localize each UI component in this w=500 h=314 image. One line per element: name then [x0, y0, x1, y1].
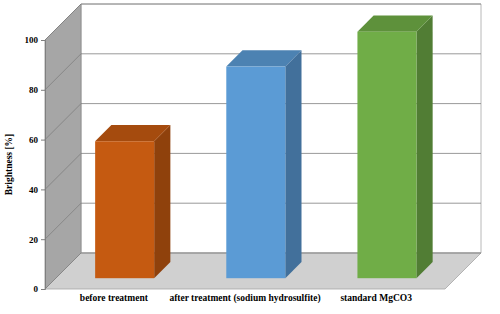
tick-label: 60 — [29, 135, 39, 145]
side-wall — [45, 4, 81, 289]
tick: 0 — [34, 284, 46, 294]
tick-label: 0 — [34, 284, 39, 294]
y-axis-title: Brightness [%] — [4, 134, 14, 196]
tick-label: 40 — [29, 185, 39, 195]
tick: 20 — [29, 235, 45, 245]
tick: 40 — [29, 185, 45, 195]
tick: 100 — [25, 35, 46, 45]
axis-line — [41, 41, 46, 290]
plot-area — [95, 15, 433, 278]
bar — [357, 32, 416, 279]
bar — [226, 67, 285, 279]
bar-side — [154, 125, 170, 278]
y-axis: 0 20 40 60 80 100 — [25, 35, 46, 294]
tick-mark — [41, 140, 45, 141]
bar-top — [357, 15, 432, 31]
tick-mark — [41, 90, 45, 91]
bar — [95, 141, 154, 278]
tick-label: standard MgCO3 — [340, 293, 412, 303]
bar-group — [226, 50, 301, 278]
tick: standard MgCO3 — [340, 291, 412, 303]
tick: 80 — [29, 85, 45, 95]
tick: before treatment — [80, 291, 149, 303]
tick-mark — [41, 239, 45, 240]
tick-mark — [41, 40, 45, 41]
x-axis: before treatment after treatment (sodium … — [46, 291, 446, 304]
bar-top — [95, 125, 170, 141]
bar-group — [95, 125, 170, 278]
bar-side — [285, 50, 301, 278]
tick: 60 — [29, 135, 45, 145]
bar-top — [226, 50, 301, 66]
grid — [45, 4, 481, 289]
chart: 0 20 40 60 80 100 before treatment after treatm… — [0, 0, 500, 314]
walls — [45, 4, 481, 289]
bar-side — [416, 15, 432, 278]
tick-label: 80 — [29, 85, 39, 95]
tick-mark — [41, 289, 45, 290]
tick-label: after treatment (sodium hydrosulfite) — [169, 293, 320, 304]
bar-group — [357, 15, 432, 278]
tick-label: before treatment — [80, 293, 149, 303]
tick-label: 100 — [25, 35, 39, 45]
tick: after treatment (sodium hydrosulfite) — [169, 291, 320, 304]
tick-label: 20 — [29, 235, 39, 245]
tick-mark — [41, 189, 45, 190]
